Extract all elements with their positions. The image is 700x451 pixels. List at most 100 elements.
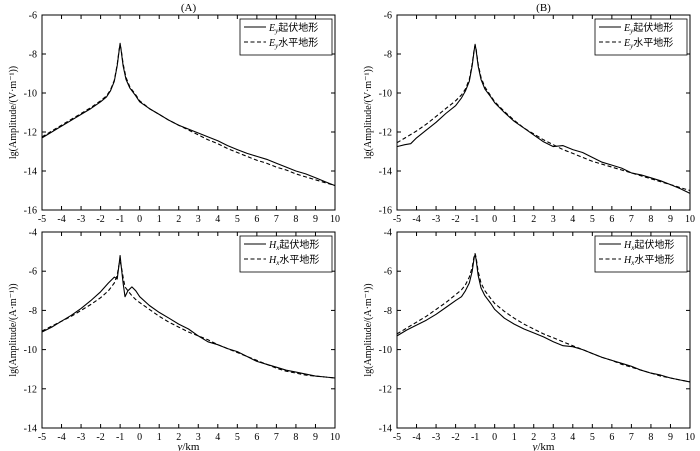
y-axis-label: lg(Amplitude/(A·m⁻¹)) [8, 283, 19, 376]
legend-entry-text: 水平地形 [279, 253, 319, 266]
legend-entry-text: 水平地形 [633, 36, 673, 49]
legend-entry-symbol: H [623, 255, 632, 266]
legend-box [594, 235, 688, 273]
legend-box [594, 18, 688, 56]
x-tick-label: -1 [116, 432, 124, 443]
chart-panel-1: -5 -4 -3 -2 -1 0 1 2 3 4 5 6 7 8 9 10-6-8-10-12-14-16lg… [8, 2, 340, 225]
x-tick-label: 2 [531, 432, 536, 443]
y-tick-label: -6 [29, 267, 37, 278]
x-tick-label: -5 [393, 432, 401, 443]
x-tick-label: -2 [451, 432, 459, 443]
x-tick-label: 4 [215, 432, 220, 443]
x-tick-label: 5 [590, 214, 595, 225]
x-axis-label: y/km [176, 441, 199, 451]
y-tick-label: -8 [384, 50, 392, 61]
legend-entry-text: 起伏地形 [634, 238, 674, 251]
y-tick-label: -12 [379, 384, 392, 395]
x-tick-label: -3 [77, 432, 85, 443]
x-tick-label: -4 [412, 214, 420, 225]
x-tick-label: 0 [137, 432, 142, 443]
legend-entry-subscript: x [275, 259, 280, 267]
x-tick-label: 9 [668, 432, 673, 443]
chart-panel-4: -5 -4 -3 -2 -1 0 1 2 3 4 5 6 7 8 9 10-4-6-8-10-12-14lg(… [363, 228, 695, 451]
x-tick-label: 9 [313, 432, 318, 443]
legend-entry-text: 起伏地形 [278, 21, 318, 34]
x-tick-label: 0 [492, 432, 497, 443]
x-tick-label: 0 [137, 214, 142, 225]
x-tick-label: 1 [157, 214, 162, 225]
x-tick-label: 2 [531, 214, 536, 225]
legend-entry: Ey起伏地形 [623, 21, 673, 35]
y-tick-label: -6 [29, 11, 37, 22]
x-axis-label-var: y [176, 441, 182, 451]
x-tick-label: 7 [274, 432, 279, 443]
x-tick-label: 6 [254, 214, 259, 225]
x-tick-label: -4 [57, 214, 65, 225]
y-tick-label: -14 [24, 424, 37, 435]
x-tick-label: 5 [235, 214, 240, 225]
y-tick-label: -4 [384, 228, 392, 239]
legend: Ey起伏地形 Ey水平地形 [594, 18, 688, 56]
y-tick-label: -10 [24, 89, 37, 100]
series-line-flat-terrain [41, 44, 336, 187]
y-axis-label: lg(Amplitude/(V·m⁻¹)) [363, 66, 374, 159]
legend-entry-subscript: y [274, 42, 279, 50]
x-tick-label: 8 [293, 214, 298, 225]
legend-entry-text: 水平地形 [278, 36, 318, 49]
y-axis-label: lg(Amplitude/(V·m⁻¹)) [8, 66, 19, 159]
y-tick-label: -14 [379, 167, 392, 178]
x-tick-label: 7 [629, 432, 634, 443]
plot-frame [396, 231, 691, 429]
x-tick-label: 3 [551, 214, 556, 225]
x-tick-label: 4 [570, 432, 575, 443]
x-axis-label-var: y [531, 441, 537, 451]
x-tick-label: 8 [293, 432, 298, 443]
legend-entry-text: 起伏地形 [633, 21, 673, 34]
x-tick-label: -5 [38, 214, 46, 225]
legend-entry-text: 起伏地形 [279, 238, 319, 251]
y-tick-label: -16 [379, 206, 392, 217]
legend-entry: Hx水平地形 [623, 253, 674, 267]
legend-entry-symbol: E [623, 38, 630, 49]
x-tick-label: -3 [432, 432, 440, 443]
y-tick-label: -10 [379, 89, 392, 100]
series-line-rugged-terrain [396, 253, 691, 383]
x-tick-label: 6 [254, 432, 259, 443]
plot-frame [41, 14, 336, 211]
x-tick-label: 8 [648, 432, 653, 443]
legend-box [239, 235, 333, 273]
x-tick-label: 10 [685, 432, 695, 443]
x-tick-label: -3 [77, 214, 85, 225]
legend-entry-subscript: y [629, 42, 634, 50]
x-tick-label: -3 [432, 214, 440, 225]
x-axis-label-unit: /km [182, 441, 200, 451]
plot-frame [41, 231, 336, 429]
y-axis-label: lg(Amplitude/(A·m⁻¹)) [363, 283, 374, 376]
panel-label: (A) [181, 2, 197, 14]
legend-entry-subscript: x [630, 244, 635, 252]
x-tick-label: 3 [196, 214, 201, 225]
x-tick-label: 4 [215, 214, 220, 225]
x-tick-label: 8 [648, 214, 653, 225]
y-tick-label: -14 [379, 424, 392, 435]
legend-entry-symbol: H [623, 240, 632, 251]
x-tick-label: 7 [629, 214, 634, 225]
x-tick-label: 1 [157, 432, 162, 443]
legend: Hx起伏地形 Hx水平地形 [594, 235, 688, 273]
legend-entry-symbol: E [268, 38, 275, 49]
x-tick-label: 1 [512, 432, 517, 443]
legend-entry-subscript: x [275, 244, 280, 252]
legend-entry-subscript: y [274, 27, 279, 35]
plot-frame [396, 14, 691, 211]
x-tick-label: -2 [451, 214, 459, 225]
x-tick-label: -2 [96, 214, 104, 225]
series-line-rugged-terrain [41, 42, 336, 187]
x-tick-label: 5 [235, 432, 240, 443]
x-tick-label: 0 [492, 214, 497, 225]
series-line-rugged-terrain [41, 254, 336, 379]
y-tick-label: -16 [24, 206, 37, 217]
y-tick-label: -4 [29, 228, 37, 239]
